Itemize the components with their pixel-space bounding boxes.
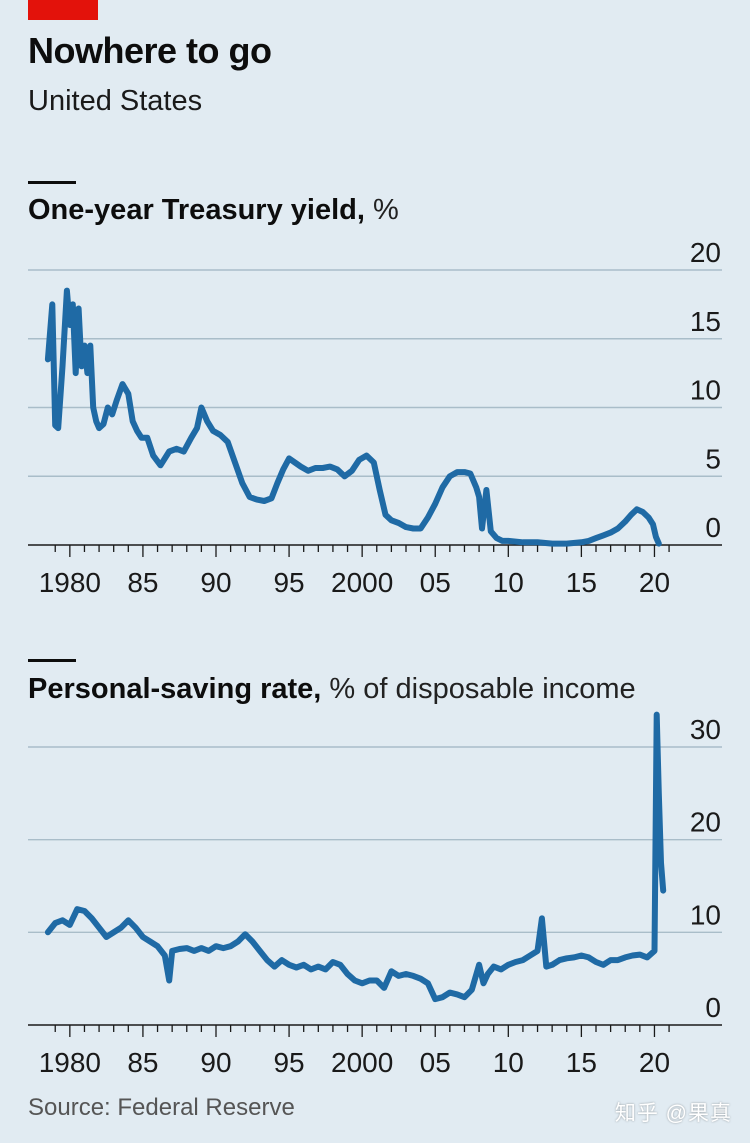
treasury-y-tick-label: 0 bbox=[705, 512, 721, 543]
watermark: 知乎 @果真 bbox=[614, 1102, 732, 1125]
treasury-x-tick-label: 85 bbox=[127, 567, 158, 598]
treasury-x-tick-label: 05 bbox=[420, 567, 451, 598]
saving-x-tick-label: 1980 bbox=[39, 1047, 101, 1078]
saving-y-tick-label: 0 bbox=[705, 992, 721, 1023]
saving-x-tick-label: 95 bbox=[273, 1047, 304, 1078]
economist-red-tag bbox=[28, 0, 98, 20]
panel-1-title: One-year Treasury yield, % bbox=[28, 194, 399, 227]
saving-y-tick-label: 10 bbox=[690, 899, 721, 930]
saving-x-tick-label: 85 bbox=[127, 1047, 158, 1078]
treasury-series-line bbox=[44, 287, 662, 547]
saving-x-tick-label: 2000 bbox=[331, 1047, 393, 1078]
saving-x-tick-label: 05 bbox=[420, 1047, 451, 1078]
panel-2-title-unit: % of disposable income bbox=[329, 673, 636, 705]
treasury-y-tick-label: 15 bbox=[690, 306, 721, 337]
treasury-x-tick-label: 1980 bbox=[39, 567, 101, 598]
panel-1-rule bbox=[28, 181, 76, 184]
source-note: Source: Federal Reserve bbox=[28, 1094, 295, 1121]
panel-1-title-unit: % bbox=[372, 194, 399, 226]
treasury-x-tick-label: 90 bbox=[200, 567, 231, 598]
panel-2-title-main: Personal-saving rate, bbox=[28, 673, 322, 705]
treasury-x-tick-label: 20 bbox=[639, 567, 670, 598]
treasury-x-tick-label: 95 bbox=[273, 567, 304, 598]
saving-x-tick-label: 90 bbox=[200, 1047, 231, 1078]
panel-2-title: Personal-saving rate, % of disposable in… bbox=[28, 673, 636, 706]
panel-2-rule bbox=[28, 659, 76, 662]
treasury-y-tick-label: 5 bbox=[705, 443, 721, 474]
treasury-x-tick-label: 2000 bbox=[331, 567, 393, 598]
saving-x-tick-label: 10 bbox=[493, 1047, 524, 1078]
treasury-x-tick-label: 10 bbox=[493, 567, 524, 598]
saving-y-tick-label: 30 bbox=[690, 714, 721, 745]
saving-y-tick-label: 20 bbox=[690, 807, 721, 838]
saving-series-line bbox=[44, 711, 667, 1003]
treasury-x-tick-label: 15 bbox=[566, 567, 597, 598]
panel-1-title-main: One-year Treasury yield, bbox=[28, 194, 365, 226]
saving-rate-chart: 0 10 20 30 1980 85 90 95 2000 05 10 15 20 bbox=[28, 711, 722, 1078]
chart-subtitle: United States bbox=[28, 85, 203, 117]
treasury-y-tick-label: 10 bbox=[690, 375, 721, 406]
saving-x-tick-label: 15 bbox=[566, 1047, 597, 1078]
saving-x-tick-label: 20 bbox=[639, 1047, 670, 1078]
chart-title: Nowhere to go bbox=[28, 30, 272, 71]
treasury-y-tick-label: 20 bbox=[690, 237, 721, 268]
